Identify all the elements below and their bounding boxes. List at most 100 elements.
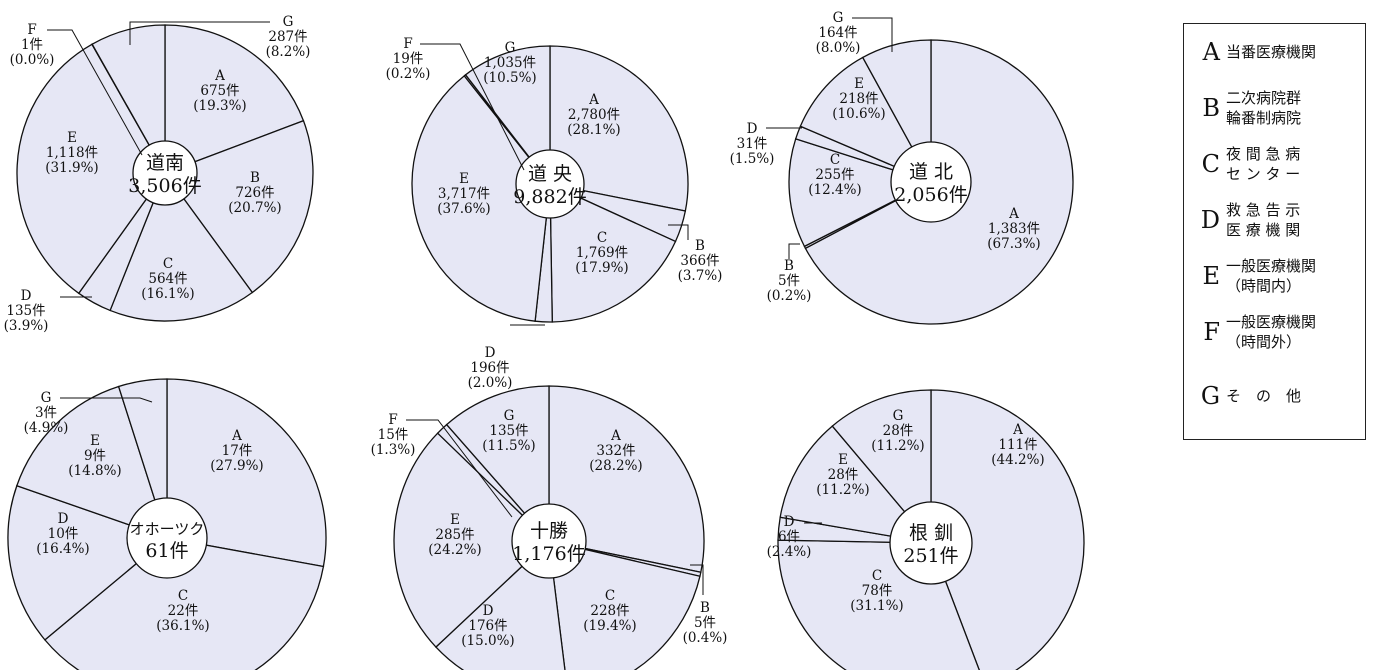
legend-label-line2: 輪番制病院 [1226,109,1302,127]
slice-category-label: C [830,152,840,168]
leader-line [690,564,704,595]
slice-percent-label: (3.9%) [4,318,49,334]
leader-line [47,29,143,156]
slice-percent-label: (67.3%) [987,236,1040,252]
slice-count-label: 135件 [6,303,45,319]
slice-percent-label: (3.7%) [678,268,723,284]
slice-category-label: D [485,345,496,361]
slice-percent-label: (0.2%) [386,66,431,82]
legend-label-line1: 救 急 告 示 [1226,201,1301,219]
slice-count-label: 31件 [737,136,768,152]
slice-category-label: A [1008,206,1019,222]
slice-percent-label: (4.9%) [24,420,69,436]
slice-category-label: F [388,412,397,428]
slice-count-label: 28件 [883,423,914,439]
slice-category-label: A [610,428,621,444]
pie-slice-c [549,182,677,323]
slice-percent-label: (1.3%) [371,442,416,458]
slice-count-label: 10件 [48,526,79,542]
slice-percent-label: (11.2%) [871,438,924,454]
leader-line [60,397,153,403]
leader-line [406,419,513,518]
legend-label: そ の 他 [1226,387,1302,405]
legend-item-f: F 一般医療機関 （時間外） [1184,308,1365,356]
slice-count-label: 176件 [468,618,507,634]
pie-slice-e [779,425,933,544]
region-total: 1,176件 [512,543,585,565]
slice-category-label: E [459,171,469,187]
pie-slice-a [548,385,705,574]
slice-category-label: E [854,76,864,92]
slice-count-label: 5件 [694,615,716,631]
slice-category-label: G [505,40,516,56]
slice-count-label: 1,035件 [484,55,536,71]
pie-slice-b [163,119,314,294]
slice-category-label: C [597,230,607,246]
pie-slice-c [548,540,701,670]
legend-item-c: C 夜 間 急 病 セ ン タ ー [1184,140,1365,188]
leader-line [788,243,800,259]
leader-line [668,224,689,240]
slice-count-label: 196件 [470,360,509,376]
region-total: 61件 [145,540,188,562]
slice-count-label: 3,717件 [438,186,490,202]
center-circle [511,503,587,579]
legend-key: A [1202,38,1220,66]
pie-slice-g [445,385,550,543]
slice-percent-label: (10.5%) [483,70,536,86]
pie-slice-a [930,389,1085,670]
slice-count-label: 78件 [862,583,893,599]
pie-slice-g [831,389,932,545]
slice-percent-label: (0.0%) [10,52,55,68]
slice-category-label: F [27,22,36,38]
slice-category-label: G [504,408,515,424]
slice-percent-label: (8.2%) [266,44,311,60]
slice-category-label: C [163,256,173,272]
pie-slice-e [16,43,166,295]
slice-percent-label: (17.9%) [575,260,628,276]
pie-slice-e [411,74,551,322]
legend-item-b: B 二次病院群 輪番制病院 [1184,84,1365,132]
legend-label-line2: （時間外） [1226,333,1302,351]
legend-key: E [1202,262,1220,290]
slice-percent-label: (28.2%) [589,458,642,474]
legend-item-e: E 一般医療機関 （時間内） [1184,252,1365,300]
slice-count-label: 564件 [148,271,187,287]
slice-percent-label: (20.7%) [228,200,281,216]
slice-count-label: 9件 [84,448,106,464]
legend-key: F [1203,318,1220,346]
slice-count-label: 5件 [778,273,800,289]
leader-line [129,21,270,45]
slice-percent-label: (37.6%) [437,201,490,217]
slice-count-label: 22件 [168,603,199,619]
pie-slice-g [91,24,166,176]
slice-percent-label: (19.4%) [583,618,636,634]
slice-percent-label: (24.2%) [428,542,481,558]
leader-line [852,17,893,52]
region-name: 道南 [146,152,184,174]
slice-category-label: E [450,512,460,528]
legend-item-g: G そ の 他 [1184,376,1365,416]
pie-slice-c [788,138,933,248]
slice-count-label: 332件 [596,443,635,459]
slice-count-label: 228件 [590,603,629,619]
slice-category-label: E [67,130,77,146]
region-total: 251件 [903,545,958,567]
slice-count-label: 19件 [393,51,424,67]
pie-slice-e [393,432,550,648]
legend-label-line1: 二次病院群 [1226,89,1302,107]
slice-category-label: G [833,10,844,26]
center-circle [889,501,973,585]
slice-percent-label: (0.2%) [767,288,812,304]
slice-percent-label: (8.0%) [816,40,861,56]
slice-category-label: C [605,588,615,604]
slice-category-label: B [695,238,705,254]
slice-count-label: 675件 [200,83,239,99]
slice-count-label: 17件 [222,443,253,459]
slice-percent-label: (36.1%) [156,618,209,634]
region-name: 道 央 [528,163,572,185]
pie-slice-a [164,24,305,174]
